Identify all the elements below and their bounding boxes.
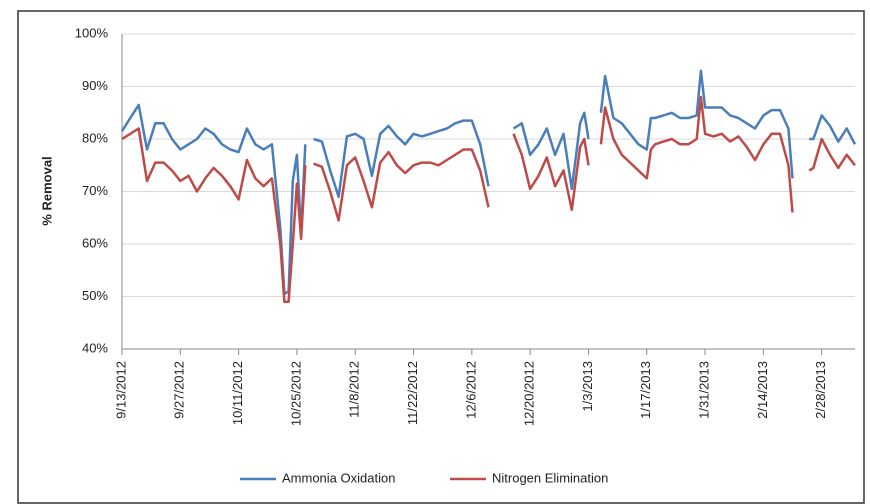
x-tick-label: 10/11/2012 [230, 361, 245, 425]
x-tick-label: 12/6/2012 [463, 361, 478, 419]
y-axis-label: % Removal [39, 156, 54, 225]
x-tick-label: 2/28/2013 [813, 361, 828, 419]
y-tick-label: 70% [82, 183, 108, 198]
x-tick-label: 9/27/2012 [172, 361, 187, 419]
x-tick-label: 11/22/2012 [405, 361, 420, 425]
x-tick-label: 1/17/2013 [638, 361, 653, 419]
y-tick-label: 60% [82, 235, 108, 250]
y-tick-label: 80% [82, 130, 108, 145]
legend-label: Ammonia Oxidation [282, 470, 395, 485]
legend-label: Nitrogen Elimination [492, 470, 608, 485]
y-tick-label: 40% [82, 340, 108, 355]
x-tick-label: 2/14/2013 [755, 361, 770, 419]
y-tick-label: 50% [82, 288, 108, 303]
x-tick-label: 1/3/2013 [580, 361, 595, 412]
series-line [121, 95, 856, 304]
x-tick-label: 11/8/2012 [347, 361, 362, 418]
chart-frame [17, 10, 865, 504]
x-tick-label: 1/31/2013 [697, 361, 712, 419]
y-tick-label: 100% [75, 25, 109, 40]
x-tick-label: 9/13/2012 [113, 361, 128, 419]
x-tick-label: 12/20/2012 [522, 361, 537, 426]
x-tick-label: 10/25/2012 [288, 361, 303, 426]
series-line [120, 69, 857, 296]
y-tick-label: 90% [82, 78, 108, 93]
